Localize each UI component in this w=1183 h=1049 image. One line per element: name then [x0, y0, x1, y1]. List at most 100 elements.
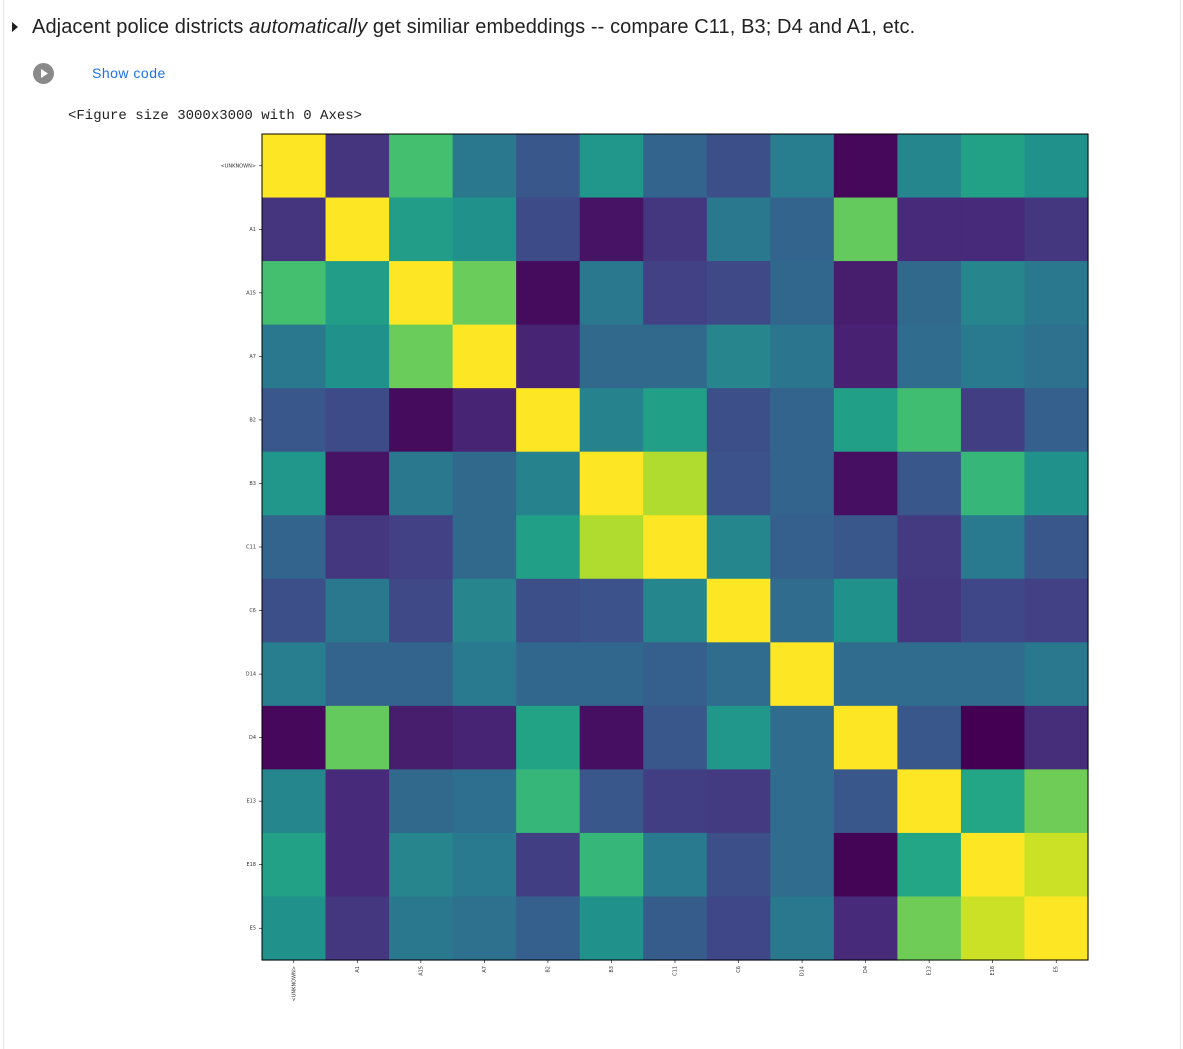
x-tick-label: E18 [990, 966, 996, 976]
x-tick-label: D14 [800, 966, 806, 976]
heatmap-cell [1024, 705, 1089, 770]
heatmap-cell [897, 515, 962, 580]
heatmap-cell [262, 197, 327, 262]
heatmap-cell [516, 769, 581, 834]
heatmap-cell [643, 896, 708, 961]
heading-suffix: get similiar embeddings -- compare C11, … [367, 16, 916, 38]
y-tick-label: E18 [246, 862, 256, 868]
heatmap-cell [452, 832, 517, 898]
heatmap-cell [706, 134, 771, 199]
heatmap-cell [643, 832, 708, 898]
heatmap-cell [1024, 324, 1089, 389]
heatmap-cell [516, 134, 581, 199]
heatmap-cell [706, 578, 771, 643]
heatmap-cell [833, 832, 898, 898]
heatmap-cell [770, 705, 835, 770]
heatmap-cell [897, 324, 962, 389]
heatmap-cell [770, 451, 835, 516]
heatmap-cell [262, 388, 327, 453]
heatmap-cell [1024, 578, 1089, 643]
heatmap-cell [1024, 197, 1089, 262]
heatmap-cell [706, 197, 771, 262]
heatmap-cell [389, 134, 454, 199]
heatmap-cell [960, 261, 1026, 326]
heatmap-cell [516, 705, 581, 770]
x-tick-label: B3 [609, 966, 615, 973]
x-tick-label: A7 [482, 966, 488, 973]
heatmap-cell [516, 642, 581, 707]
heatmap-cell [960, 324, 1026, 389]
y-tick-label: A7 [249, 354, 256, 360]
heatmap-cell [452, 642, 517, 707]
notebook-cell [3, 0, 1181, 1049]
run-cell-button[interactable] [33, 63, 54, 84]
heatmap-cell [389, 578, 454, 643]
y-tick-label: E13 [246, 799, 256, 805]
show-code-link[interactable]: Show code [92, 65, 166, 81]
heatmap-cell [770, 324, 835, 389]
y-tick-label: D14 [246, 672, 256, 678]
heatmap-cell [960, 769, 1026, 834]
heatmap-cell [579, 261, 644, 326]
heatmap-cell [452, 197, 517, 262]
heatmap-cell [516, 261, 581, 326]
heatmap-cell [389, 451, 454, 516]
heatmap-cell [516, 578, 581, 643]
heatmap-cell [389, 705, 454, 770]
heatmap-cell [579, 769, 644, 834]
heatmap-cell [1024, 515, 1089, 580]
heatmap-cell [579, 388, 644, 453]
heatmap-cell [643, 197, 708, 262]
y-tick-label: B3 [249, 481, 256, 487]
heatmap-cell [389, 896, 454, 961]
heatmap-cell [262, 451, 327, 516]
heatmap-cell [452, 324, 517, 389]
y-tick-label: D4 [249, 735, 256, 741]
heatmap-cell [262, 705, 327, 770]
heatmap-cell [833, 324, 898, 389]
heatmap-cell [960, 578, 1026, 643]
heatmap-cell [960, 388, 1026, 453]
heatmap-cell [770, 896, 835, 961]
heatmap-cell [960, 896, 1026, 961]
heatmap-cell [452, 578, 517, 643]
collapse-toggle-icon[interactable] [12, 22, 18, 32]
heatmap-cell [325, 451, 390, 516]
heatmap-cell [706, 515, 771, 580]
heatmap-cell [706, 388, 771, 453]
heatmap-cell [1024, 642, 1089, 707]
heatmap-cell [897, 896, 962, 961]
heatmap-cell [897, 769, 962, 834]
heatmap-cell [897, 451, 962, 516]
heatmap-cell [452, 515, 517, 580]
heatmap-cell [516, 388, 581, 453]
heatmap-cell [643, 705, 708, 770]
figure-output-text: <Figure size 3000x3000 with 0 Axes> [68, 108, 363, 124]
y-tick-label: C6 [249, 608, 256, 614]
heatmap-cell [452, 261, 517, 326]
heatmap-cell [833, 896, 898, 961]
heatmap-cell [325, 832, 390, 898]
heatmap-cell [389, 769, 454, 834]
heatmap-cell [897, 578, 962, 643]
heatmap-cell [325, 769, 390, 834]
heatmap-cell [325, 261, 390, 326]
heatmap-cell [389, 261, 454, 326]
heatmap-cell [643, 769, 708, 834]
heatmap-cell [516, 451, 581, 516]
heatmap-cell [833, 134, 898, 199]
heatmap-cell [833, 451, 898, 516]
heatmap-cell [1024, 769, 1089, 834]
heatmap-cell [960, 451, 1026, 516]
y-tick-label: C11 [246, 545, 256, 551]
heatmap-cell [325, 324, 390, 389]
heatmap-cell [579, 832, 644, 898]
heatmap-cell [770, 515, 835, 580]
heatmap-cell [579, 515, 644, 580]
heatmap-cell [833, 578, 898, 643]
heatmap-cell [706, 261, 771, 326]
heatmap-cell [897, 261, 962, 326]
heatmap-cell [643, 134, 708, 199]
heatmap-cell [897, 832, 962, 898]
heatmap-cell [325, 197, 390, 262]
